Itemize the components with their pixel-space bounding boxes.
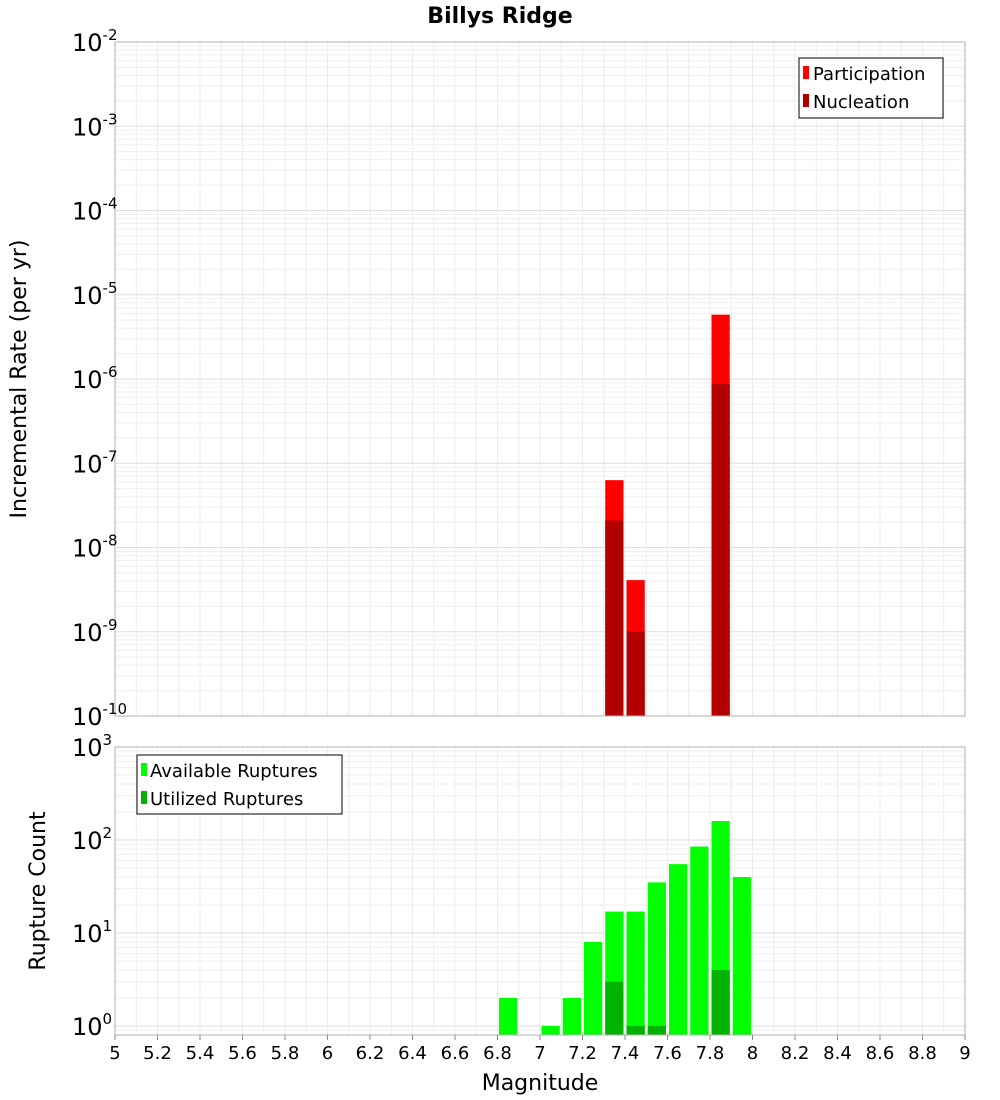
bottom-bar-series1 [562, 997, 581, 1035]
x-tick-label: 7 [534, 1043, 545, 1064]
top-bar-series2 [626, 631, 645, 716]
legend-label-available: Available Ruptures [150, 761, 318, 782]
legend-swatch-participation [803, 66, 809, 79]
top-y-tick-label: 10-6 [72, 363, 118, 394]
x-tick-label: 6.4 [398, 1043, 427, 1064]
bottom-bar-series1 [690, 846, 709, 1035]
x-tick-label: 7.6 [653, 1043, 682, 1064]
bottom-bar-series2 [605, 981, 624, 1035]
legend-swatch-utilized [141, 791, 147, 804]
bottom-bar-series2 [626, 1025, 645, 1035]
x-tick-label: 6.6 [441, 1043, 470, 1064]
top-bar-series2 [711, 384, 730, 716]
bottom-bar-series1 [669, 864, 688, 1035]
bottom-bars [499, 821, 751, 1035]
top-y-tick-label: 10-5 [72, 279, 118, 310]
x-axis-label: Magnitude [482, 1071, 599, 1096]
bottom-bar-series1 [732, 877, 751, 1035]
x-tick-label: 6.2 [356, 1043, 385, 1064]
legend-swatch-available [141, 763, 147, 776]
x-tick-label: 6 [322, 1043, 333, 1064]
x-tick-label: 5.8 [271, 1043, 300, 1064]
x-tick-label: 8.6 [866, 1043, 895, 1064]
top-bar-series2 [605, 520, 624, 716]
legend-label-utilized: Utilized Ruptures [150, 789, 303, 810]
x-tick-label: 8 [747, 1043, 758, 1064]
bottom-y-tick-label: 102 [72, 824, 112, 855]
x-tick-label: 5 [109, 1043, 120, 1064]
top-y-tick-label: 10-9 [72, 616, 118, 647]
top-plot-border [114, 41, 966, 717]
top-y-tick-label: 10-3 [72, 110, 118, 141]
bottom-y-axis-label: Rupture Count [26, 811, 51, 971]
x-tick-label: 5.2 [143, 1043, 172, 1064]
bottom-y-tick-label: 101 [72, 917, 112, 948]
legend-label-nucleation: Nucleation [813, 92, 909, 113]
x-tick-label: 5.4 [186, 1043, 215, 1064]
top-legend-box [798, 57, 944, 119]
legend-label-participation: Participation [813, 64, 925, 85]
legend-swatch-nucleation [803, 94, 809, 107]
bottom-bar-series1 [626, 911, 645, 1035]
x-tick-label: 8.2 [781, 1043, 810, 1064]
participation-nucleation-panel: 10-10 10-9 10-8 10-7 10-6 10-5 10-4 10-3 10-2 In… [7, 26, 966, 731]
bottom-y-ticks: 100 101 102 103 [72, 731, 112, 1041]
top-legend: Participation Nucleation [798, 57, 944, 119]
bottom-y-tick-label: 100 [72, 1010, 112, 1041]
bottom-legend: Available Ruptures Utilized Ruptures [136, 754, 343, 815]
bottom-bar-series2 [647, 1025, 666, 1035]
top-y-tick-label: 10-7 [72, 447, 118, 478]
top-y-tick-label: 10-4 [72, 195, 118, 226]
top-grid [115, 42, 965, 716]
bottom-y-tick-label: 103 [72, 731, 112, 762]
rupture-count-panel: 100 101 102 103 Rupture Count Available Rup… [26, 731, 971, 1096]
top-y-tick-label: 10-10 [72, 700, 127, 731]
top-y-tick-label: 10-8 [72, 532, 118, 563]
top-y-ticks: 10-10 10-9 10-8 10-7 10-6 10-5 10-4 10-3 10-2 [72, 26, 127, 731]
x-ticks: 5 5.2 5.4 5.6 5.8 6 6.2 6.4 6.6 6.8 7 7.2 7.4 7.6 7.8 8… [109, 1035, 971, 1064]
x-tick-label: 5.6 [228, 1043, 257, 1064]
x-tick-label: 7.4 [611, 1043, 640, 1064]
x-tick-label: 7.2 [568, 1043, 597, 1064]
top-bars [605, 314, 730, 716]
bottom-bar-series1 [541, 1025, 560, 1035]
bottom-bar-series1 [499, 997, 518, 1035]
bottom-bar-series1 [647, 882, 666, 1035]
bottom-legend-box [136, 754, 343, 815]
x-tick-label: 7.8 [696, 1043, 725, 1064]
top-y-axis-label: Incremental Rate (per yr) [7, 240, 32, 519]
bottom-bar-series2 [711, 969, 730, 1035]
top-y-tick-label: 10-2 [72, 26, 118, 57]
bottom-bar-series1 [584, 942, 603, 1035]
x-tick-label: 8.4 [823, 1043, 852, 1064]
x-tick-label: 9 [959, 1043, 970, 1064]
x-tick-label: 6.8 [483, 1043, 512, 1064]
x-tick-label: 8.8 [908, 1043, 937, 1064]
chart-title: Billys Ridge [427, 4, 572, 29]
